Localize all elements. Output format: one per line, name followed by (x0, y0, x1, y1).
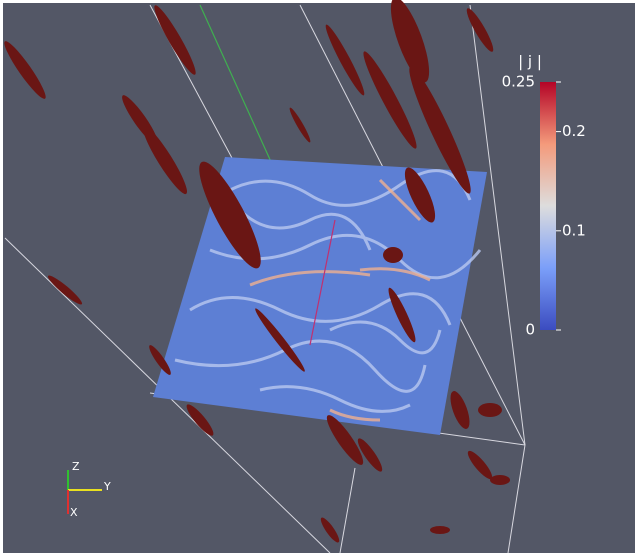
isosurfaces (4, 0, 510, 543)
axes-triad: Z Y X (67, 460, 111, 519)
triad-label: Y (103, 480, 111, 493)
colorbar-title: | j | (518, 53, 542, 71)
colorbar-tick-label: 0 (525, 321, 535, 339)
colorbar (540, 82, 556, 330)
colorbar-tick-label: 0.2 (562, 122, 586, 140)
triad-label: Z (72, 460, 80, 473)
axis-line (309, 219, 336, 346)
colorbar-tick-label: 0.25 (502, 73, 535, 91)
triad-label: X (70, 506, 78, 519)
colorbar-tick-label: 0.1 (562, 221, 586, 239)
